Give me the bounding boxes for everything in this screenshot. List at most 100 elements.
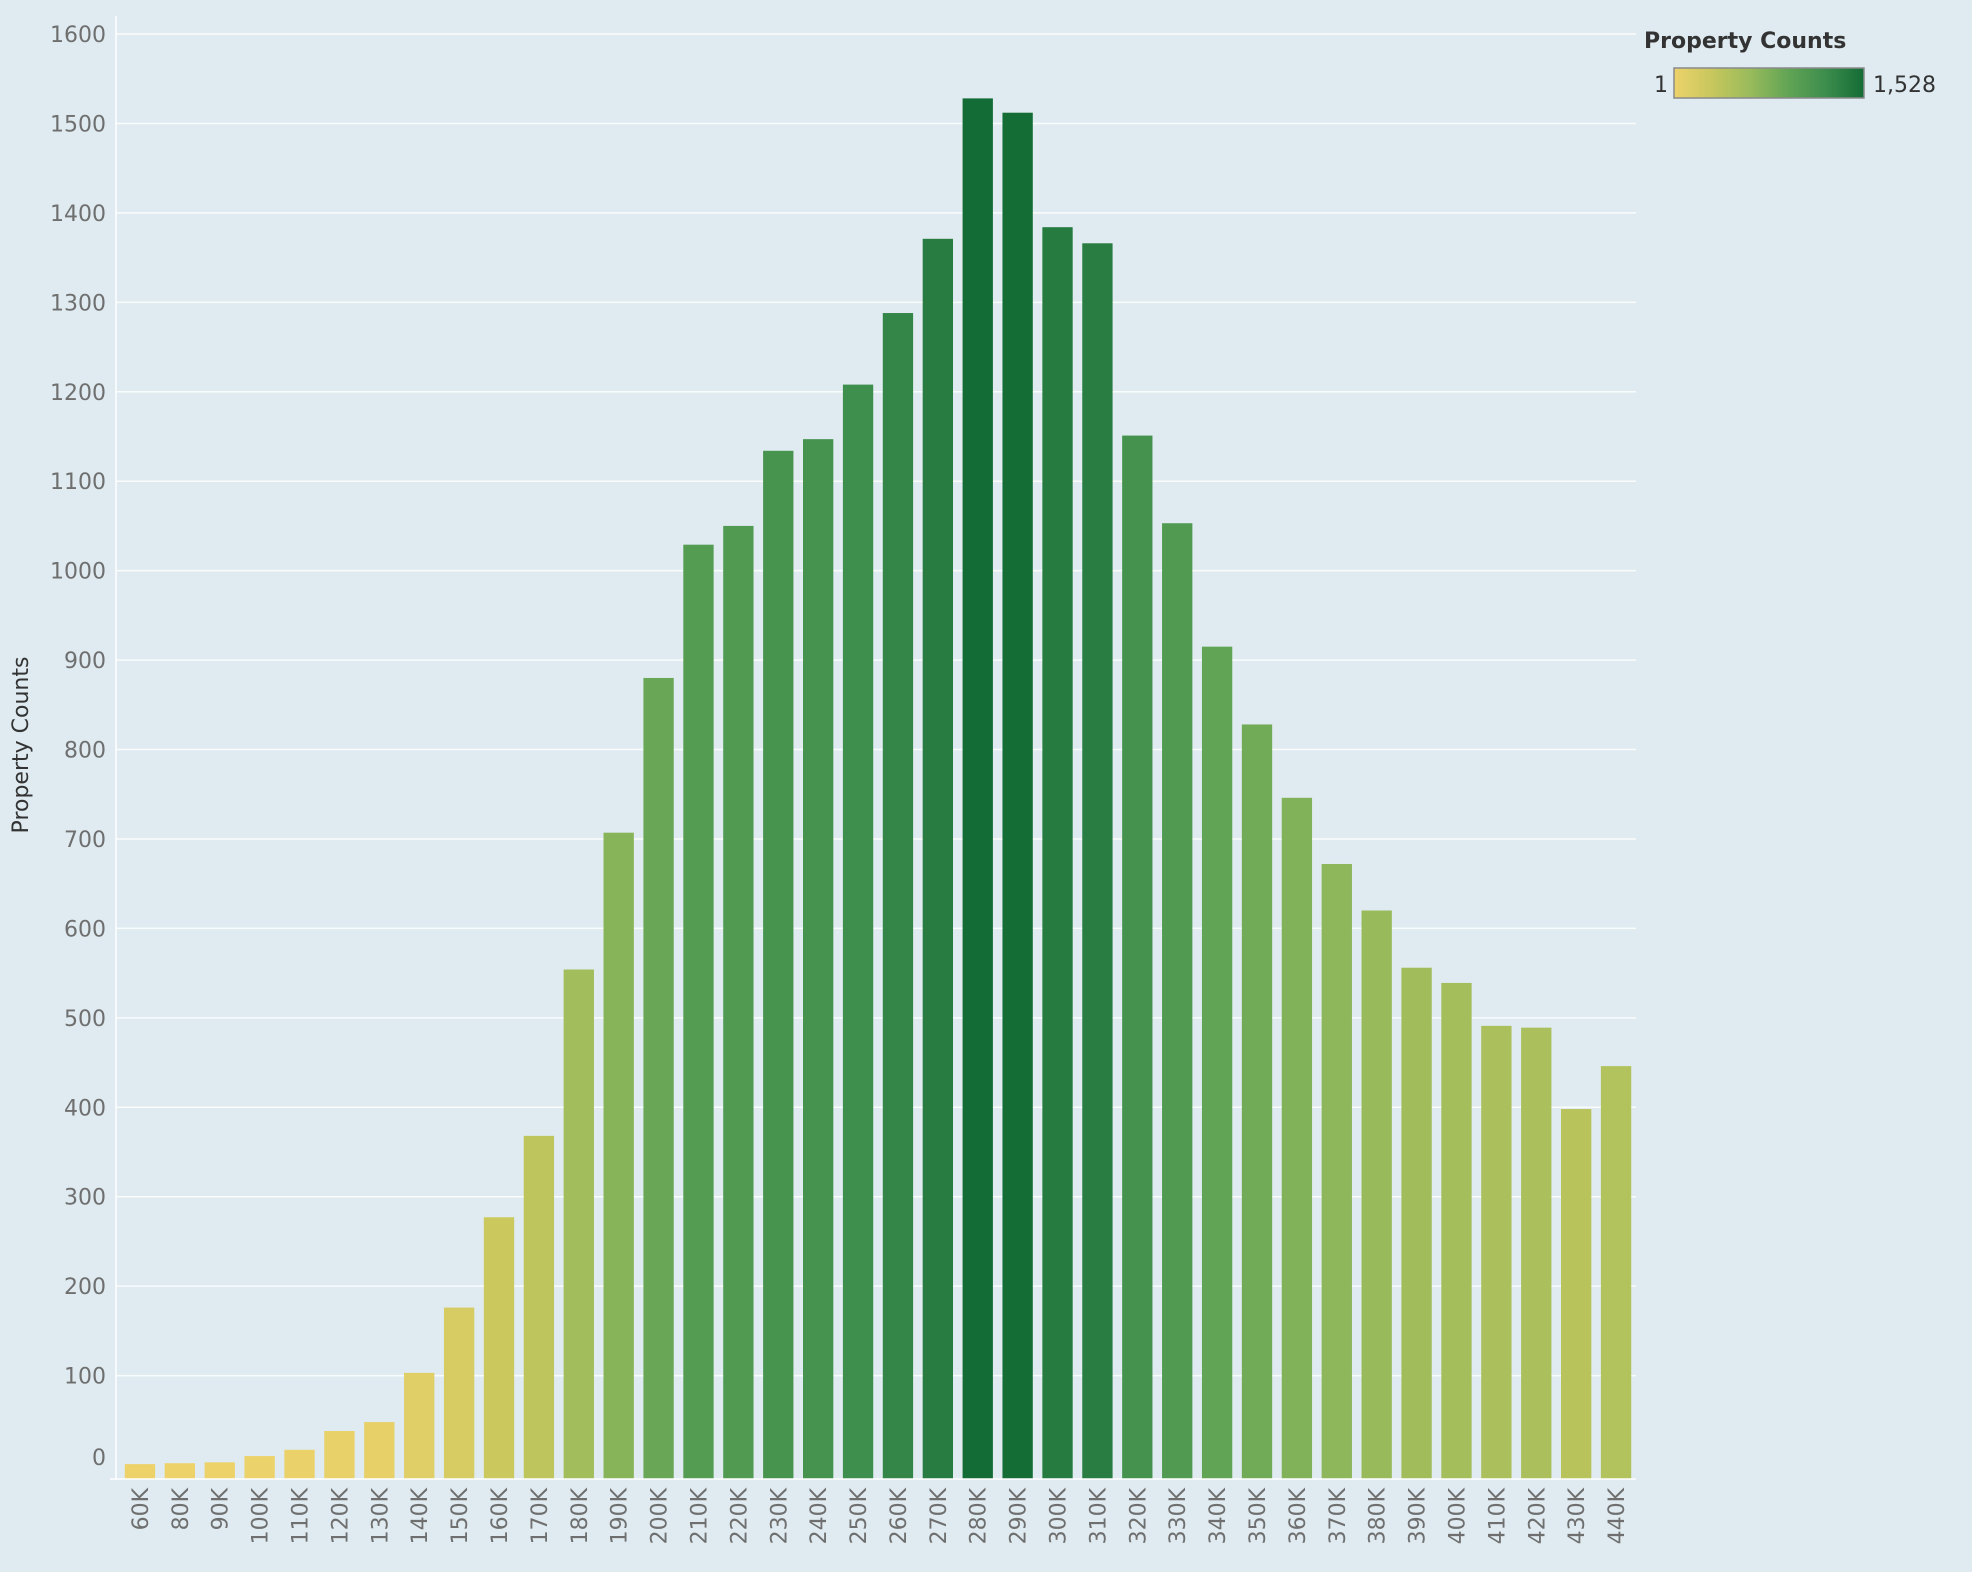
y-tick-label: 600	[64, 917, 106, 942]
bar-210K[interactable]	[683, 544, 714, 1479]
bar-250K[interactable]	[842, 384, 874, 1480]
x-tick-label: 440K	[1605, 1487, 1630, 1544]
x-tick-label: 310K	[1086, 1487, 1111, 1544]
bar-120K[interactable]	[324, 1431, 355, 1479]
x-tick-label: 420K	[1525, 1487, 1550, 1544]
y-axis: 0 100 200 300 400 500 600 700 800 900 1000 1100 1200…	[50, 16, 117, 1479]
x-tick-label: 350K	[1246, 1487, 1271, 1544]
y-tick-label: 800	[64, 739, 106, 764]
bar-140K[interactable]	[404, 1372, 435, 1479]
bar-60K[interactable]	[124, 1464, 156, 1479]
bar-430K[interactable]	[1560, 1109, 1592, 1479]
y-axis-title: Property Counts	[9, 657, 34, 834]
x-tick-label: 210K	[687, 1487, 712, 1544]
x-tick-label: 170K	[528, 1487, 553, 1544]
y-tick-label: 200	[64, 1275, 106, 1300]
x-tick-label: 230K	[767, 1487, 792, 1544]
y-tick-label: 700	[64, 828, 106, 853]
bar-90K[interactable]	[204, 1462, 235, 1479]
bar-150K[interactable]	[443, 1307, 475, 1479]
bar-270K[interactable]	[922, 238, 954, 1479]
bar-340K[interactable]	[1201, 646, 1233, 1479]
x-tick-label: 120K	[328, 1487, 353, 1544]
bar-350K[interactable]	[1241, 724, 1273, 1479]
bar-380K[interactable]	[1361, 910, 1392, 1479]
x-tick-label: 280K	[967, 1487, 992, 1544]
bar-280K[interactable]	[962, 98, 993, 1479]
bar-220K[interactable]	[723, 525, 754, 1479]
x-tick-label: 80K	[169, 1487, 194, 1530]
x-tick-label: 360K	[1286, 1487, 1311, 1544]
x-tick-label: 340K	[1206, 1487, 1231, 1544]
y-tick-label: 900	[64, 649, 106, 674]
bar-320K[interactable]	[1122, 435, 1153, 1480]
bar-130K[interactable]	[364, 1422, 395, 1479]
bar-300K[interactable]	[1042, 227, 1073, 1479]
bar-240K[interactable]	[802, 439, 834, 1480]
gridlines	[116, 33, 1636, 1377]
x-tick-label: 110K	[289, 1487, 314, 1544]
x-axis: 60K 80K 90K 100K 110K 120K 130K 140K 150K 160K 170…	[110, 1478, 1636, 1544]
bar-100K[interactable]	[244, 1456, 275, 1479]
y-tick-label: 1400	[50, 202, 106, 227]
bar-200K[interactable]	[643, 677, 674, 1479]
y-tick-label: 100	[64, 1365, 106, 1390]
y-tick-label: 300	[64, 1186, 106, 1211]
legend-min-label: 1	[1654, 73, 1668, 98]
y-tick-label: 1300	[50, 291, 106, 316]
x-tick-label: 400K	[1445, 1487, 1470, 1544]
x-tick-label: 430K	[1565, 1487, 1590, 1544]
y-tick-label: 1500	[50, 112, 106, 137]
x-tick-label: 370K	[1326, 1487, 1351, 1544]
y-tick-label: 1600	[50, 23, 106, 48]
bar-310K[interactable]	[1082, 243, 1113, 1480]
bars	[124, 98, 1632, 1480]
bar-230K[interactable]	[763, 450, 794, 1479]
x-tick-label: 300K	[1047, 1487, 1072, 1544]
y-tick-label: 400	[64, 1096, 106, 1121]
x-tick-label: 150K	[448, 1487, 473, 1544]
x-tick-label: 160K	[488, 1487, 513, 1544]
bar-110K[interactable]	[284, 1449, 315, 1479]
bar-360K[interactable]	[1281, 797, 1313, 1479]
color-legend: Property Counts 1 1,528	[1644, 29, 1936, 99]
bar-180K[interactable]	[563, 969, 594, 1479]
x-tick-label: 380K	[1366, 1487, 1391, 1544]
x-tick-label: 330K	[1166, 1487, 1191, 1544]
bar-440K[interactable]	[1600, 1066, 1632, 1479]
x-tick-label: 60K	[129, 1487, 154, 1530]
x-tick-label: 250K	[847, 1487, 872, 1544]
x-tick-label: 200K	[648, 1487, 673, 1544]
bar-260K[interactable]	[882, 313, 914, 1479]
bar-290K[interactable]	[1002, 112, 1033, 1480]
bar-330K[interactable]	[1162, 523, 1193, 1479]
bar-420K[interactable]	[1521, 1027, 1552, 1479]
legend-gradient-bar	[1673, 67, 1865, 99]
bar-400K[interactable]	[1441, 982, 1472, 1479]
bar-370K[interactable]	[1321, 863, 1352, 1479]
x-tick-label: 220K	[727, 1487, 752, 1544]
x-tick-label: 320K	[1126, 1487, 1151, 1544]
y-tick-label: 500	[64, 1007, 106, 1032]
legend-title: Property Counts	[1644, 29, 1846, 54]
bar-190K[interactable]	[603, 832, 634, 1479]
y-tick-label: 1200	[50, 381, 106, 406]
bar-410K[interactable]	[1481, 1025, 1512, 1479]
x-tick-label: 260K	[887, 1487, 912, 1544]
bar-170K[interactable]	[523, 1135, 555, 1479]
x-tick-label: 130K	[368, 1487, 393, 1544]
x-tick-label: 270K	[927, 1487, 952, 1544]
x-tick-label: 290K	[1007, 1487, 1032, 1544]
bar-160K[interactable]	[483, 1217, 515, 1479]
x-tick-label: 140K	[408, 1487, 433, 1544]
bar-80K[interactable]	[164, 1463, 196, 1479]
x-tick-label: 100K	[249, 1487, 274, 1544]
y-tick-label: 1000	[50, 560, 106, 585]
x-tick-label: 410K	[1485, 1487, 1510, 1544]
x-tick-label: 180K	[568, 1487, 593, 1544]
x-tick-label: 390K	[1406, 1487, 1431, 1544]
x-tick-label: 240K	[807, 1487, 832, 1544]
bar-390K[interactable]	[1401, 967, 1432, 1479]
y-tick-label: 0	[92, 1446, 106, 1471]
